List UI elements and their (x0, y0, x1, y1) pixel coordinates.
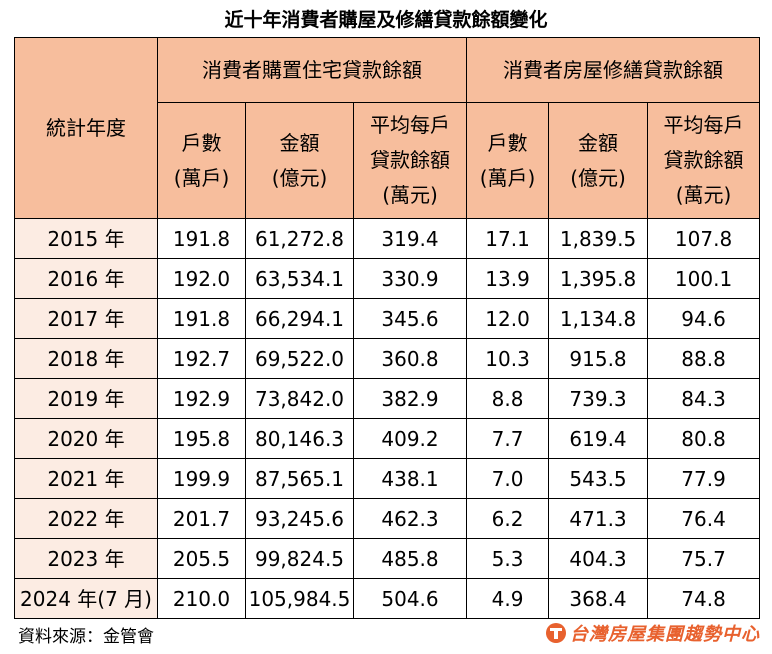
year-column-header: 統計年度 (14, 37, 158, 219)
cell-r-avg: 107.8 (647, 218, 761, 259)
cell-h-households: 201.7 (157, 498, 246, 539)
repair-loan-group-header: 消費者房屋修繕貸款餘額 (466, 37, 761, 103)
cell-r-avg: 88.8 (647, 338, 761, 379)
cell-h-avg: 382.9 (352, 378, 468, 419)
cell-r-amount: 1,395.8 (548, 258, 649, 299)
cell-h-households: 192.9 (157, 378, 246, 419)
table-row: 2015 年 191.8 61,272.8 319.4 17.1 1,839.5 107.8 (14, 218, 761, 259)
cell-h-avg: 330.9 (352, 258, 468, 299)
cell-r-households: 7.0 (466, 458, 550, 499)
repair-avg-header: 平均每戶 貸款餘額 (萬元) (647, 102, 761, 219)
cell-h-households: 210.0 (157, 578, 246, 619)
cell-r-households: 6.2 (466, 498, 550, 539)
cell-r-amount: 1,839.5 (548, 218, 649, 259)
cell-h-avg: 319.4 (352, 218, 468, 259)
table-title: 近十年消費者購屋及修繕貸款餘額變化 (224, 9, 548, 31)
home-households-header: 戶數 (萬戶) (157, 102, 246, 219)
home-amount-header: 金額 (億元) (245, 102, 354, 219)
cell-h-households: 191.8 (157, 218, 246, 259)
cell-r-households: 12.0 (466, 298, 550, 339)
cell-r-households: 13.9 (466, 258, 550, 299)
cell-h-avg: 438.1 (352, 458, 468, 499)
cell-h-households: 192.7 (157, 338, 246, 379)
table-row: 2017 年 191.8 66,294.1 345.6 12.0 1,134.8 94.6 (14, 298, 761, 339)
cell-h-avg: 462.3 (352, 498, 468, 539)
cell-r-amount: 543.5 (548, 458, 649, 499)
cell-h-avg: 504.6 (352, 578, 468, 619)
cell-r-avg: 100.1 (647, 258, 761, 299)
cell-h-households: 205.5 (157, 538, 246, 579)
cell-r-households: 5.3 (466, 538, 550, 579)
cell-r-avg: 74.8 (647, 578, 761, 619)
brand-logo: 台灣房屋集團趨勢中心 (546, 620, 760, 646)
cell-h-amount: 105,984.5 (245, 578, 354, 619)
cell-r-amount: 915.8 (548, 338, 649, 379)
table-row: 2018 年 192.7 69,522.0 360.8 10.3 915.8 88.8 (14, 338, 761, 379)
cell-h-avg: 485.8 (352, 538, 468, 579)
cell-h-amount: 61,272.8 (245, 218, 354, 259)
cell-h-amount: 80,146.3 (245, 418, 354, 459)
cell-r-households: 10.3 (466, 338, 550, 379)
home-avg-header: 平均每戶 貸款餘額 (萬元) (352, 102, 468, 219)
cell-r-avg: 76.4 (647, 498, 761, 539)
table-row: 2020 年 195.8 80,146.3 409.2 7.7 619.4 80.8 (14, 418, 761, 459)
table-row: 2022 年 201.7 93,245.6 462.3 6.2 471.3 76.4 (14, 498, 761, 539)
table-row: 2023 年 205.5 99,824.5 485.8 5.3 404.3 75.7 (14, 538, 761, 579)
cell-year: 2022 年 (14, 498, 158, 539)
table-row: 2024 年(7 月) 210.0 105,984.5 504.6 4.9 368.4 74… (14, 578, 761, 619)
cell-r-avg: 75.7 (647, 538, 761, 579)
cell-h-households: 195.8 (157, 418, 246, 459)
repair-amount-header: 金額 (億元) (548, 102, 649, 219)
cell-r-amount: 619.4 (548, 418, 649, 459)
cell-r-amount: 404.3 (548, 538, 649, 579)
repair-households-header: 戶數 (萬戶) (466, 102, 550, 219)
cell-year: 2015 年 (14, 218, 158, 259)
cell-r-amount: 471.3 (548, 498, 649, 539)
cell-year: 2023 年 (14, 538, 158, 579)
source-note: 資料來源：金管會 (18, 627, 154, 647)
cell-h-avg: 409.2 (352, 418, 468, 459)
cell-year: 2017 年 (14, 298, 158, 339)
cell-h-amount: 73,842.0 (245, 378, 354, 419)
cell-h-amount: 66,294.1 (245, 298, 354, 339)
cell-r-amount: 1,134.8 (548, 298, 649, 339)
cell-h-households: 191.8 (157, 298, 246, 339)
cell-r-households: 17.1 (466, 218, 550, 259)
table-row: 2021 年 199.9 87,565.1 438.1 7.0 543.5 77.9 (14, 458, 761, 499)
cell-h-avg: 345.6 (352, 298, 468, 339)
cell-h-households: 192.0 (157, 258, 246, 299)
cell-year: 2018 年 (14, 338, 158, 379)
cell-r-households: 8.8 (466, 378, 550, 419)
cell-r-avg: 94.6 (647, 298, 761, 339)
table-row: 2016 年 192.0 63,534.1 330.9 13.9 1,395.8 100.1 (14, 258, 761, 299)
cell-year: 2019 年 (14, 378, 158, 419)
table-row: 2019 年 192.9 73,842.0 382.9 8.8 739.3 84.3 (14, 378, 761, 419)
cell-h-avg: 360.8 (352, 338, 468, 379)
cell-h-amount: 99,824.5 (245, 538, 354, 579)
loan-balance-table: 統計年度 消費者購置住宅貸款餘額 消費者房屋修繕貸款餘額 戶數 (萬戶) 金額 (億… (14, 37, 761, 619)
cell-h-amount: 93,245.6 (245, 498, 354, 539)
table-body: 2015 年 191.8 61,272.8 319.4 17.1 1,839.5 107.8… (14, 218, 761, 619)
home-loan-group-header: 消費者購置住宅貸款餘額 (156, 37, 468, 103)
cell-year: 2024 年(7 月) (14, 578, 158, 619)
brand-icon (546, 623, 566, 643)
cell-r-avg: 77.9 (647, 458, 761, 499)
cell-year: 2020 年 (14, 418, 158, 459)
cell-h-amount: 87,565.1 (245, 458, 354, 499)
cell-r-amount: 368.4 (548, 578, 649, 619)
cell-r-amount: 739.3 (548, 378, 649, 419)
cell-r-avg: 80.8 (647, 418, 761, 459)
cell-h-amount: 69,522.0 (245, 338, 354, 379)
cell-r-households: 4.9 (466, 578, 550, 619)
cell-h-amount: 63,534.1 (245, 258, 354, 299)
cell-r-households: 7.7 (466, 418, 550, 459)
cell-r-avg: 84.3 (647, 378, 761, 419)
cell-year: 2021 年 (14, 458, 158, 499)
brand-name: 台灣房屋集團趨勢中心 (570, 624, 760, 645)
cell-year: 2016 年 (14, 258, 158, 299)
cell-h-households: 199.9 (157, 458, 246, 499)
